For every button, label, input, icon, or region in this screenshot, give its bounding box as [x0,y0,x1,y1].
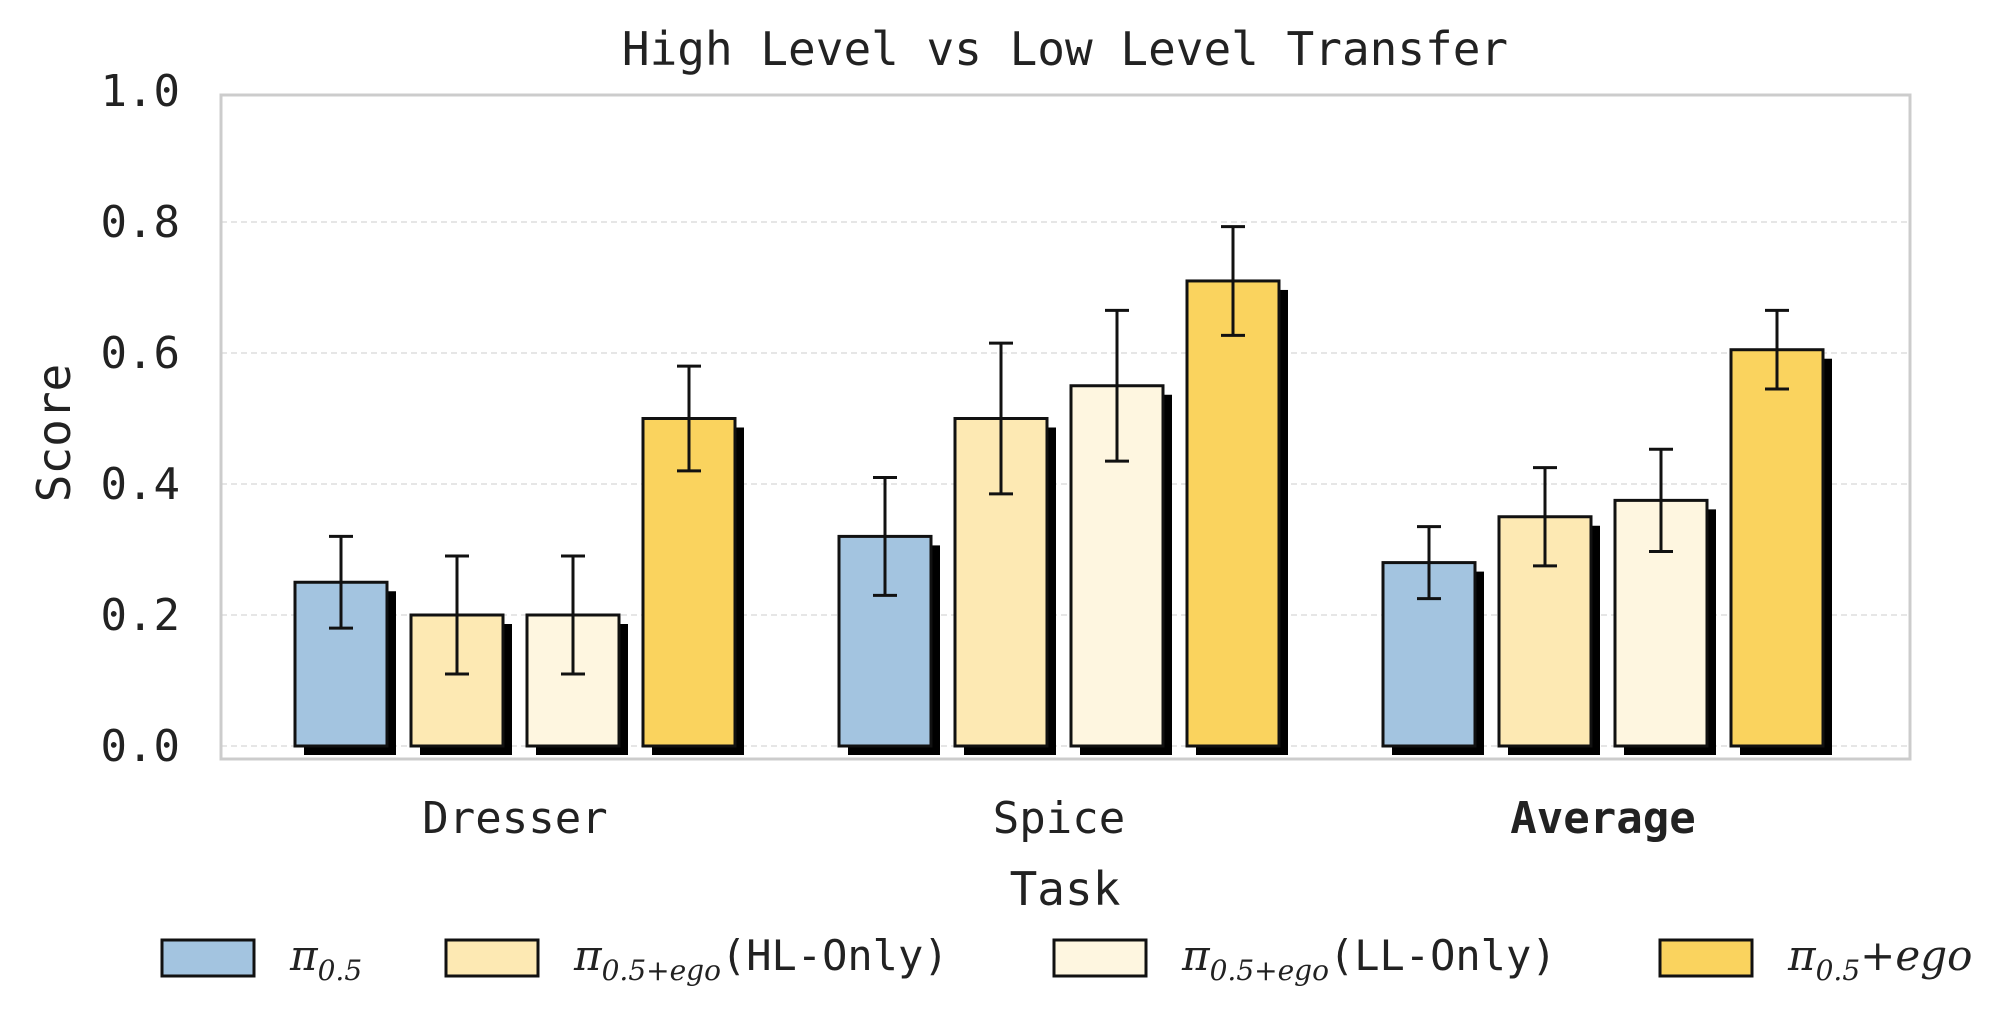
y-tick-labels: 0.0 0.2 0.4 0.6 0.8 1.0 [101,66,180,772]
error-bars [329,225,1789,676]
bar [1729,348,1825,748]
legend-swatch [160,938,256,978]
x-tick-label: Average [1510,793,1695,844]
y-tick-label: 0.0 [101,721,180,772]
legend-label: π0.5+ego [1787,931,1972,987]
error-bar [1221,225,1245,337]
error-bar [329,534,353,630]
legend-swatch [1658,938,1754,978]
x-axis-label: Task [1010,862,1121,916]
error-bar [561,554,585,676]
legend-label: π0.5+ego(HL-Only) [573,931,949,987]
error-bar [873,475,897,597]
error-bar [1105,308,1129,463]
error-bar [677,364,701,473]
x-tick-label: Dresser [422,793,607,844]
legend-swatch [444,938,540,978]
error-bar [1417,525,1441,601]
y-tick-label: 1.0 [101,66,180,117]
error-bar [445,554,469,676]
error-bar [1533,466,1557,568]
x-tick-labels: Dresser Spice Average [422,793,1695,844]
legend: π0.5 π0.5+ego(HL-Only) π0.5+ego(LL-Only) π0… [160,931,1972,987]
x-tick-label: Spice [993,793,1125,844]
y-tick-label: 0.8 [101,197,180,248]
legend-swatch [1052,938,1148,978]
y-tick-label: 0.4 [101,459,180,510]
legend-label: π0.5 [289,931,362,987]
legend-label: π0.5+ego(LL-Only) [1181,931,1557,987]
error-bar [1765,308,1789,391]
y-axis-label: Score [27,364,81,502]
error-bar [1649,447,1673,553]
y-tick-label: 0.2 [101,590,180,641]
legend-item: π0.5+ego(HL-Only) [444,931,949,987]
bar [1185,279,1281,748]
bar [641,417,737,748]
legend-item: π0.5+ego [1658,931,1972,987]
error-bar [989,341,1013,496]
legend-item: π0.5+ego(LL-Only) [1052,931,1557,987]
chart-title: High Level vs Low Level Transfer [622,22,1508,76]
bar-marks [293,279,1832,755]
plot-frame [219,93,1912,761]
legend-item: π0.5 [160,931,362,987]
y-tick-label: 0.6 [101,328,180,379]
